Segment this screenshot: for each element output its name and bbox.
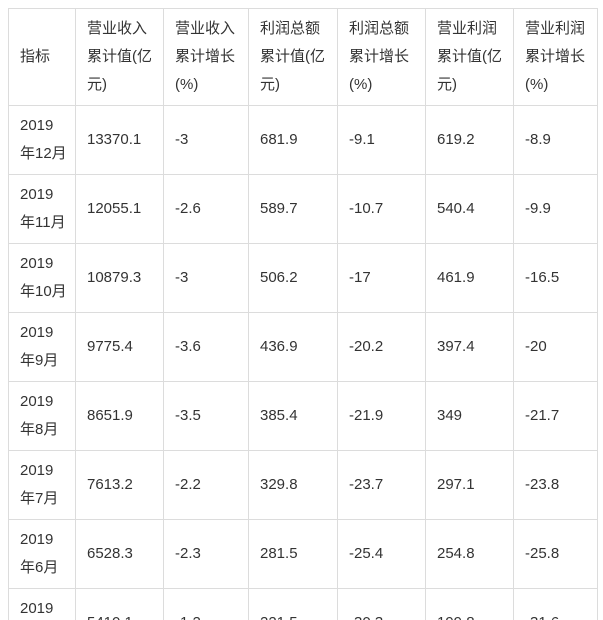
data-cell: -9.1 bbox=[337, 105, 426, 175]
table-row: 2019年9月 9775.4 -3.6 436.9 -20.2 397.4 -20 bbox=[8, 312, 598, 382]
row-period-cell: 2019年9月 bbox=[8, 312, 76, 382]
data-cell: 540.4 bbox=[425, 174, 514, 244]
data-cell: 7613.2 bbox=[75, 450, 164, 520]
data-cell: -9.9 bbox=[513, 174, 598, 244]
data-cell: -20 bbox=[513, 312, 598, 382]
data-cell: -20.2 bbox=[337, 312, 426, 382]
data-cell: 9775.4 bbox=[75, 312, 164, 382]
data-cell: -23.7 bbox=[337, 450, 426, 520]
row-period-cell: 2019年6月 bbox=[8, 519, 76, 589]
data-cell: 281.5 bbox=[248, 519, 338, 589]
data-cell: -10.7 bbox=[337, 174, 426, 244]
table-row: 2019年8月 8651.9 -3.5 385.4 -21.9 349 -21.7 bbox=[8, 381, 598, 451]
data-cell: 10879.3 bbox=[75, 243, 164, 313]
data-cell: 349 bbox=[425, 381, 514, 451]
data-cell: 12055.1 bbox=[75, 174, 164, 244]
row-period-cell: 2019年5月 bbox=[8, 588, 76, 620]
data-cell: -21.9 bbox=[337, 381, 426, 451]
column-header-op-profit-growth: 营业利润累计增长(%) bbox=[513, 8, 598, 106]
data-cell: 254.8 bbox=[425, 519, 514, 589]
data-cell: -3 bbox=[163, 105, 249, 175]
data-cell: 199.8 bbox=[425, 588, 514, 620]
data-cell: 385.4 bbox=[248, 381, 338, 451]
data-cell: -8.9 bbox=[513, 105, 598, 175]
table-row: 2019年12月 13370.1 -3 681.9 -9.1 619.2 -8.9 bbox=[8, 105, 598, 175]
table-header: 指标 营业收入累计值(亿元) 营业收入累计增长(%) 利润总额累计值(亿元) 利… bbox=[8, 8, 598, 106]
data-cell: 506.2 bbox=[248, 243, 338, 313]
row-period-cell: 2019年7月 bbox=[8, 450, 76, 520]
table-row: 2019年7月 7613.2 -2.2 329.8 -23.7 297.1 -23.8 bbox=[8, 450, 598, 520]
column-header-profit-total-growth: 利润总额累计增长(%) bbox=[337, 8, 426, 106]
table-row: 2019年10月 10879.3 -3 506.2 -17 461.9 -16.5 bbox=[8, 243, 598, 313]
column-header-profit-total-value: 利润总额累计值(亿元) bbox=[248, 8, 338, 106]
data-cell: -1.2 bbox=[163, 588, 249, 620]
data-cell: -25.4 bbox=[337, 519, 426, 589]
data-cell: 329.8 bbox=[248, 450, 338, 520]
data-cell: -25.8 bbox=[513, 519, 598, 589]
data-cell: -16.5 bbox=[513, 243, 598, 313]
data-cell: 8651.9 bbox=[75, 381, 164, 451]
data-cell: -17 bbox=[337, 243, 426, 313]
data-cell: -30.3 bbox=[337, 588, 426, 620]
data-cell: 681.9 bbox=[248, 105, 338, 175]
column-header-revenue-value: 营业收入累计值(亿元) bbox=[75, 8, 164, 106]
data-cell: 297.1 bbox=[425, 450, 514, 520]
data-cell: -2.6 bbox=[163, 174, 249, 244]
data-cell: 221.5 bbox=[248, 588, 338, 620]
indicator-data-table: 指标 营业收入累计值(亿元) 营业收入累计增长(%) 利润总额累计值(亿元) 利… bbox=[8, 8, 598, 620]
data-cell: 619.2 bbox=[425, 105, 514, 175]
data-cell: -31.6 bbox=[513, 588, 598, 620]
data-cell: 436.9 bbox=[248, 312, 338, 382]
table-row: 2019年6月 6528.3 -2.3 281.5 -25.4 254.8 -25.8 bbox=[8, 519, 598, 589]
column-header-revenue-growth: 营业收入累计增长(%) bbox=[163, 8, 249, 106]
data-cell: -23.8 bbox=[513, 450, 598, 520]
row-period-cell: 2019年11月 bbox=[8, 174, 76, 244]
data-cell: -2.3 bbox=[163, 519, 249, 589]
table-body: 2019年12月 13370.1 -3 681.9 -9.1 619.2 -8.9 2019年… bbox=[8, 105, 598, 620]
data-cell: 6528.3 bbox=[75, 519, 164, 589]
data-cell: 5410.1 bbox=[75, 588, 164, 620]
column-header-op-profit-value: 营业利润累计值(亿元) bbox=[425, 8, 514, 106]
column-header-indicator: 指标 bbox=[8, 8, 76, 106]
data-cell: -3.6 bbox=[163, 312, 249, 382]
data-cell: -3 bbox=[163, 243, 249, 313]
table-row: 2019年11月 12055.1 -2.6 589.7 -10.7 540.4 -9.9 bbox=[8, 174, 598, 244]
data-cell: 397.4 bbox=[425, 312, 514, 382]
data-cell: 13370.1 bbox=[75, 105, 164, 175]
data-cell: -3.5 bbox=[163, 381, 249, 451]
data-cell: 589.7 bbox=[248, 174, 338, 244]
row-period-cell: 2019年12月 bbox=[8, 105, 76, 175]
row-period-cell: 2019年10月 bbox=[8, 243, 76, 313]
table-row: 2019年5月5410.1-1.2221.5-30.3199.8-31.6 bbox=[8, 588, 598, 620]
data-cell: -2.2 bbox=[163, 450, 249, 520]
data-cell: -21.7 bbox=[513, 381, 598, 451]
header-row: 指标 营业收入累计值(亿元) 营业收入累计增长(%) 利润总额累计值(亿元) 利… bbox=[8, 8, 598, 106]
row-period-cell: 2019年8月 bbox=[8, 381, 76, 451]
data-cell: 461.9 bbox=[425, 243, 514, 313]
